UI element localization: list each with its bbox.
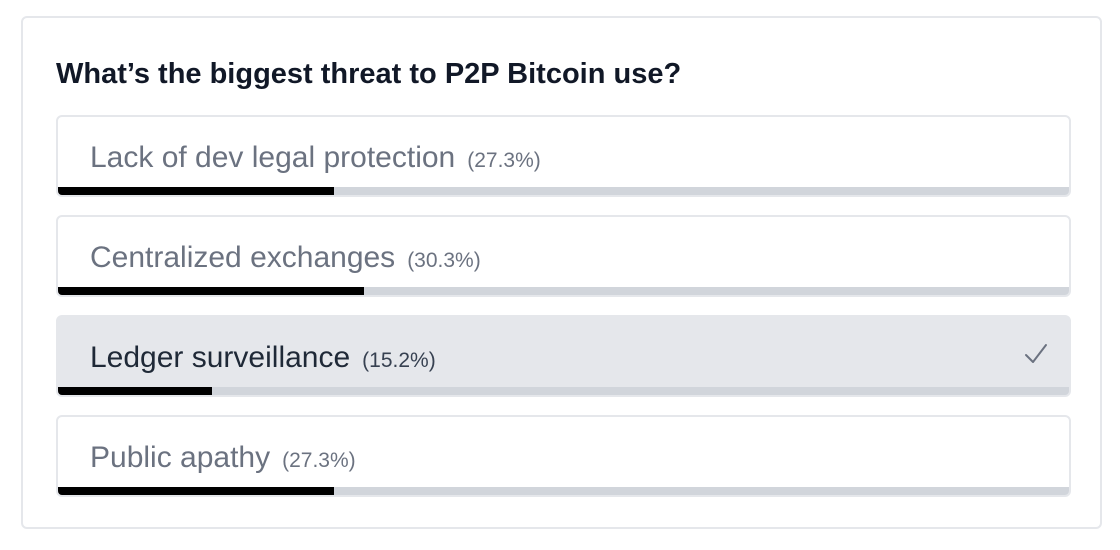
poll-question: What’s the biggest threat to P2P Bitcoin… (56, 58, 682, 90)
result-bar-fill (58, 387, 212, 395)
poll-option-percent: (27.3%) (282, 449, 356, 472)
result-bar-fill (58, 287, 365, 295)
result-bar-track (58, 487, 1069, 495)
poll-option-percent: (30.3%) (407, 249, 481, 272)
poll-option-label: Lack of dev legal protection (90, 141, 456, 174)
poll-option[interactable]: Public apathy (27.3%) (56, 415, 1071, 497)
check-icon (1025, 344, 1047, 363)
poll-option-label: Public apathy (90, 441, 271, 474)
poll-option-label: Centralized exchanges (90, 241, 396, 274)
poll-option-percent: (27.3%) (467, 149, 541, 172)
poll-option[interactable]: Lack of dev legal protection (27.3%) (56, 115, 1071, 197)
poll-option-label: Ledger surveillance (90, 341, 351, 374)
result-bar-fill (58, 187, 334, 195)
result-bar-fill (58, 487, 334, 495)
poll-option[interactable]: Ledger surveillance (15.2%) (56, 315, 1071, 397)
poll-option[interactable]: Centralized exchanges (30.3%) (56, 215, 1071, 297)
poll-card: What’s the biggest threat to P2P Bitcoin… (21, 16, 1102, 529)
result-bar-track (58, 387, 1069, 395)
result-bar-track (58, 287, 1069, 295)
poll-options: Lack of dev legal protection (27.3%) Cent… (56, 115, 1071, 515)
result-bar-track (58, 187, 1069, 195)
poll-option-percent: (15.2%) (362, 349, 436, 372)
